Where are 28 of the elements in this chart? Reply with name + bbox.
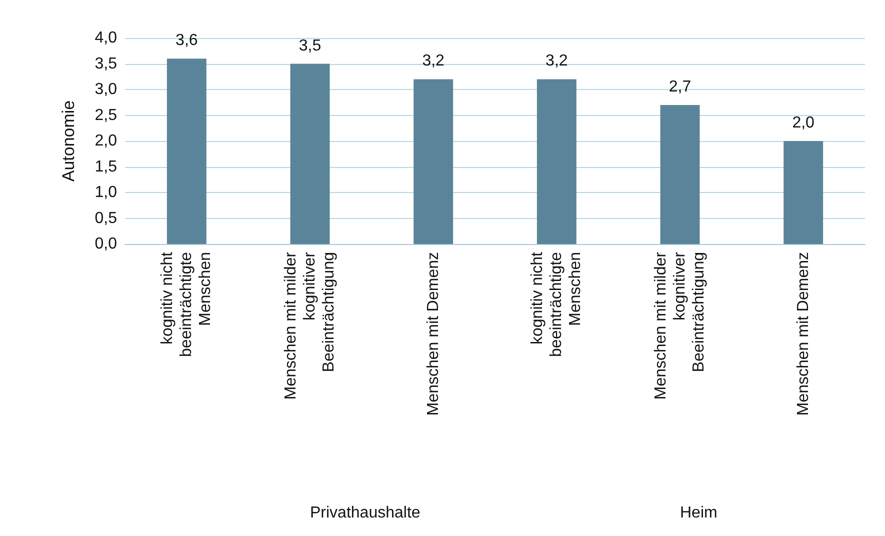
data-label: 2,7: [668, 78, 692, 96]
data-label: 3,2: [546, 52, 568, 70]
text: Privathaushalte: [310, 504, 420, 522]
y-tick-label: 1,0: [94, 184, 118, 201]
x-tick-label: Menschen mit Demenz: [794, 252, 812, 416]
y-tick-label: 0,5: [94, 210, 118, 227]
y-tick-label: 1,5: [94, 158, 118, 176]
bar: [784, 141, 824, 244]
bar: [166, 58, 206, 244]
x-tick-label: Menschen mit Demenz: [424, 252, 442, 416]
data-label: 2,0: [792, 114, 815, 132]
y-tick-label: 2,0: [94, 132, 118, 150]
y-tick-label: 4,0: [94, 30, 118, 46]
bar: [660, 104, 700, 244]
bar: [536, 79, 576, 244]
data-label: 3,2: [422, 52, 445, 70]
y-tick-label: 3,0: [94, 81, 118, 98]
y-tick-label: 2,5: [94, 106, 118, 124]
bar: [414, 79, 454, 244]
text: Heim: [680, 504, 718, 522]
y-axis-title: Autonomie: [59, 100, 78, 182]
y-tick-label: 3,5: [94, 55, 118, 72]
data-label: 3,5: [298, 37, 322, 54]
x-tick-label: kognitiv nicht beeinträchtigte Menschen: [159, 251, 214, 357]
y-tick-label: 0,0: [94, 236, 118, 252]
data-label: 3,6: [176, 32, 198, 50]
x-tick-label: kognitiv nicht beeinträchtigte Menschen: [529, 251, 584, 357]
bar: [290, 64, 330, 244]
